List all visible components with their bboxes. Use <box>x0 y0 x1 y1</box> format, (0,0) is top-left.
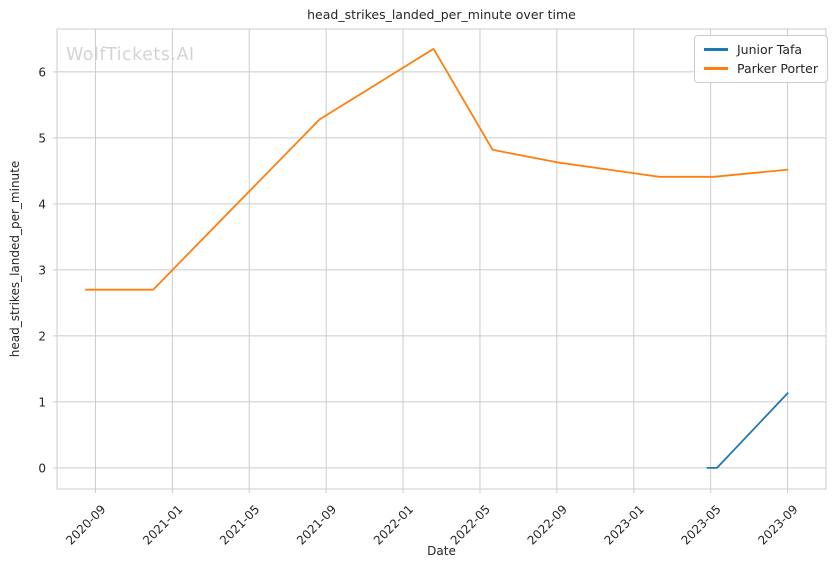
x-axis-label: Date <box>427 544 456 558</box>
series-line-junior-tafa <box>706 391 789 469</box>
legend-item-parker-porter: Parker Porter <box>704 59 818 78</box>
watermark: WolfTickets.AI <box>66 45 195 65</box>
x-tick-label: 2023-09 <box>755 502 800 547</box>
legend-item-junior-tafa: Junior Tafa <box>704 40 818 59</box>
legend-line-swatch <box>704 67 728 70</box>
y-tick-label: 3 <box>38 263 46 277</box>
x-tick-label: 2020-09 <box>63 502 108 547</box>
legend-label: Junior Tafa <box>737 42 803 57</box>
x-tick-label: 2023-01 <box>602 502 647 547</box>
y-tick-label: 5 <box>38 131 46 145</box>
plot-border <box>56 28 827 490</box>
y-tick-label: 2 <box>38 329 46 343</box>
legend: Junior Tafa Parker Porter <box>694 35 828 83</box>
y-tick-label: 0 <box>38 461 46 475</box>
legend-label: Parker Porter <box>737 61 818 76</box>
y-tick-label: 1 <box>38 395 46 409</box>
legend-line-swatch <box>704 48 728 51</box>
series-line-parker-porter <box>85 47 789 291</box>
x-tick-label: 2022-09 <box>525 502 570 547</box>
chart-title: head_strikes_landed_per_minute over time <box>307 7 576 22</box>
x-tick-label: 2021-05 <box>217 502 262 547</box>
x-tick-label: 2023-05 <box>678 502 723 547</box>
x-tick-label: 2021-01 <box>140 502 185 547</box>
y-tick-label: 6 <box>38 65 46 79</box>
x-tick-label: 2022-05 <box>448 502 493 547</box>
x-tick-label: 2021-09 <box>294 502 339 547</box>
x-tick-label: 2022-01 <box>371 502 416 547</box>
y-tick-label: 4 <box>38 197 46 211</box>
